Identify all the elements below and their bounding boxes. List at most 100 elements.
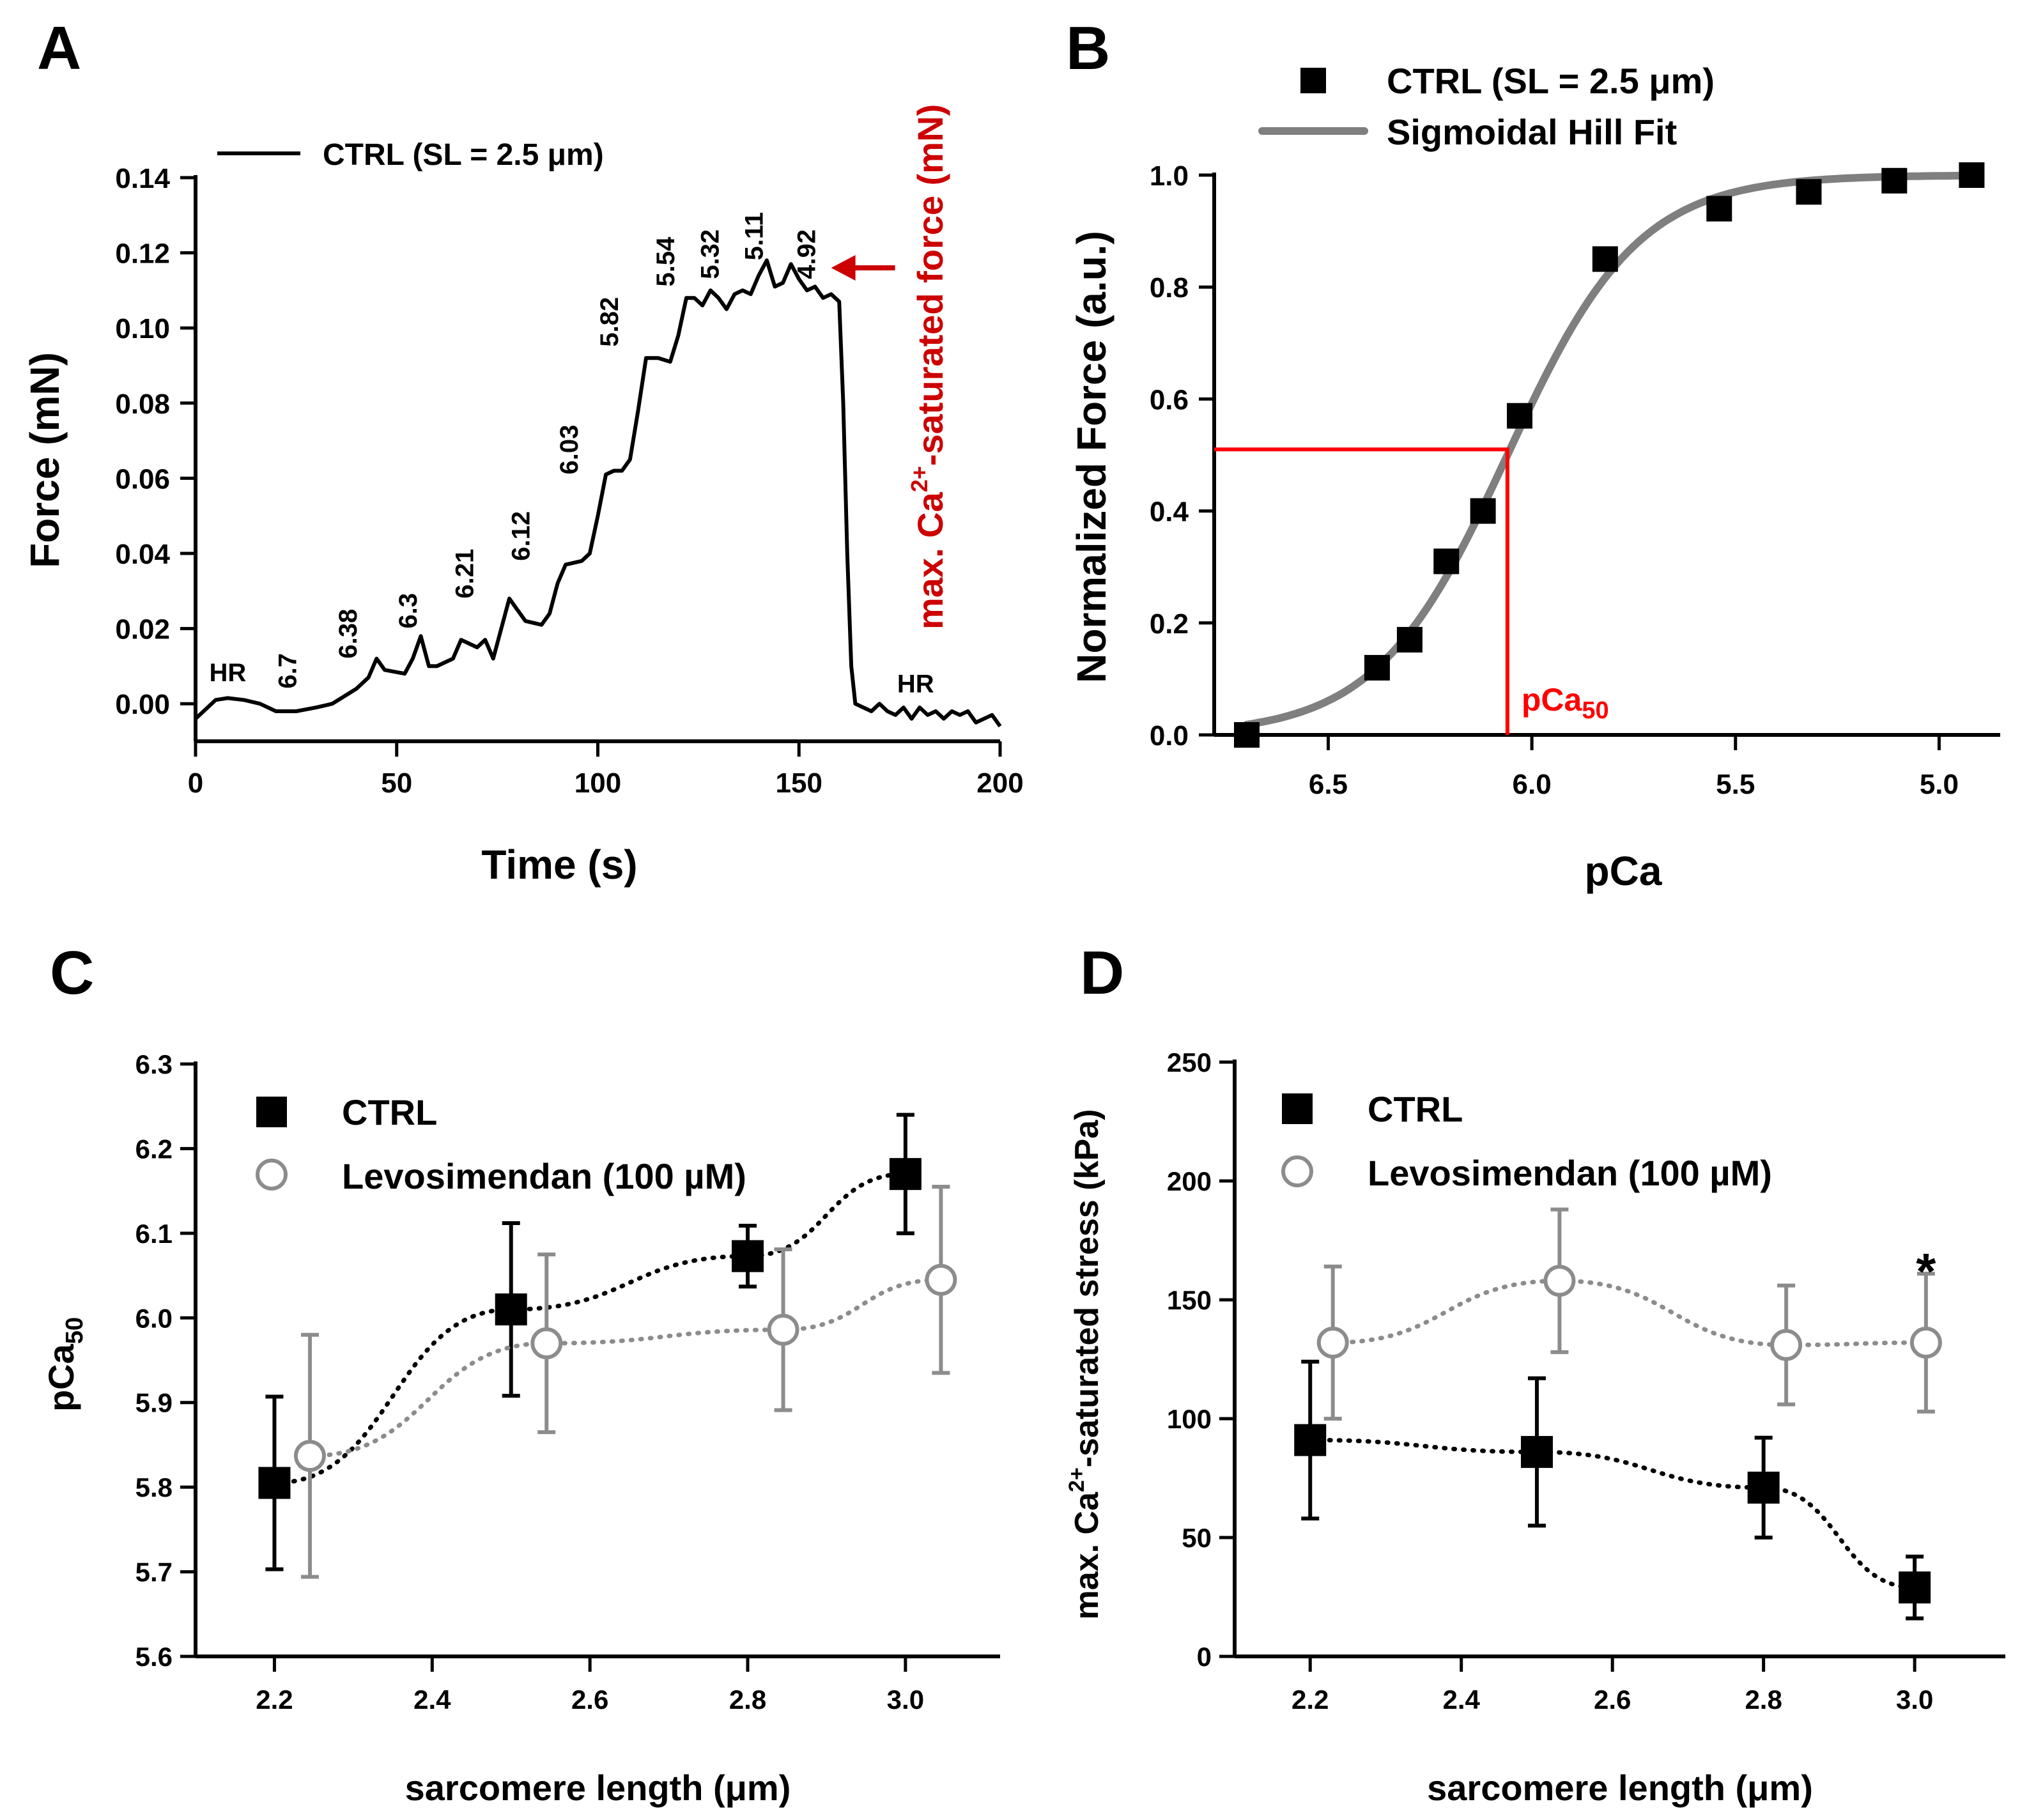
data-annotation: 5.54	[652, 236, 680, 287]
data-point-ctrl	[1520, 1436, 1553, 1469]
data-annotation: HR	[897, 670, 934, 698]
data-point-ctrl	[1294, 1424, 1327, 1456]
x-tick-label: 200	[976, 767, 1023, 799]
y-axis-title: Force (mN)	[22, 352, 68, 568]
y-tick-label: 5.9	[135, 1388, 173, 1418]
x-tick-label: 6.0	[1513, 769, 1552, 800]
x-tick-label: 2.8	[729, 1685, 766, 1715]
panel-b: B 0.0 0.2 0.4 0.6 0.8 1.0 6.5 6.0 5.5 5.0 pCa Normal…	[1066, 14, 2000, 894]
data-annotation: 5.82	[596, 297, 624, 347]
panel-c: C 5.6 5.7 5.8 5.9 6.0 6.1 6.2 6.3 2.2 2.4 2.6 2.8 3.0…	[41, 939, 1000, 1808]
legend-marker-levosimendan	[256, 1159, 288, 1191]
panel-label-d: D	[1080, 939, 1124, 1007]
data-point-levosimendan	[1909, 1326, 1942, 1359]
data-point-levosimendan	[1770, 1329, 1803, 1361]
panel-label-a: A	[37, 14, 81, 82]
legend-label-levosimendan: Levosimendan (100 µM)	[1368, 1153, 1772, 1193]
data-point-ctrl	[1747, 1471, 1780, 1504]
x-tick-label: 2.6	[1594, 1685, 1631, 1715]
x-tick-label: 5.5	[1716, 769, 1755, 800]
panel-d: D 0 50 100 150 200 250 2.2 2.4 2.6 2.8 3.0 sarcomere…	[1065, 939, 2005, 1808]
x-tick-label: 2.8	[1745, 1685, 1782, 1715]
y-tick-label: 0.6	[1150, 384, 1189, 415]
data-point-ctrl	[1706, 196, 1732, 222]
data-point-ctrl	[258, 1467, 291, 1499]
data-point-ctrl	[1899, 1571, 1931, 1604]
y-axis-title: Normalized Force (a.u.)	[1068, 231, 1114, 683]
legend-label-hill-fit: Sigmoidal Hill Fit	[1387, 112, 1677, 152]
data-point-ctrl	[1592, 246, 1618, 272]
data-point-ctrl	[1506, 403, 1532, 429]
series-line-ctrl	[1307, 1437, 1917, 1590]
data-point-ctrl	[1796, 179, 1822, 205]
y-axis-title-main: pCa	[41, 1343, 81, 1412]
data-point-levosimendan	[925, 1263, 957, 1296]
y-tick-label: 0.2	[1150, 608, 1189, 640]
significance-marker: *	[1916, 1243, 1936, 1300]
data-point-ctrl	[1433, 548, 1460, 575]
legend-label-ctrl: CTRL	[1368, 1089, 1463, 1129]
data-point-ctrl	[1233, 722, 1260, 748]
x-tick-label: 50	[381, 767, 412, 799]
x-tick-label: 2.4	[413, 1685, 451, 1715]
y-tick-label: 0.04	[115, 539, 170, 570]
y-tick-label: 100	[1167, 1404, 1212, 1434]
series-line-ctrl	[194, 258, 1002, 728]
data-point-ctrl	[1470, 498, 1496, 524]
data-annotation: 6.38	[334, 609, 362, 659]
panel-label-c: C	[50, 939, 94, 1007]
legend-marker-ctrl	[256, 1097, 287, 1127]
x-tick-label: 5.0	[1920, 769, 1959, 800]
x-tick-label: 2.2	[1292, 1685, 1329, 1715]
y-tick-label: 0.08	[115, 389, 170, 420]
y-tick-label: 150	[1167, 1285, 1212, 1315]
pca50-reference-lines	[1214, 447, 1509, 735]
arrow-head	[831, 255, 856, 281]
arrow-label-suffix: -saturated force (mN)	[910, 104, 950, 466]
x-tick-label: 2.4	[1443, 1685, 1481, 1715]
y-axis-title-suffix: -saturated stress (kPa)	[1068, 1109, 1106, 1468]
y-tick-label: 50	[1182, 1523, 1212, 1553]
data-point-ctrl	[732, 1240, 764, 1272]
pca50-label-sub: 50	[1582, 697, 1608, 724]
y-axis-title: max. Ca2+-saturated stress (kPa)	[1065, 1109, 1106, 1620]
pca50-label-main: pCa	[1522, 682, 1583, 718]
arrow-label-prefix: max. Ca	[910, 491, 950, 629]
legend-marker-ctrl	[1300, 68, 1326, 93]
y-tick-label: 0.14	[115, 163, 170, 194]
y-tick-label: 6.3	[135, 1049, 173, 1079]
data-point-ctrl	[1959, 162, 1985, 188]
data-annotation: 6.21	[451, 549, 479, 599]
data-point-levosimendan	[1316, 1326, 1349, 1359]
y-axis-title-sup: 2+	[1065, 1467, 1089, 1492]
y-tick-label: 6.0	[135, 1303, 173, 1333]
y-axis-title-sub: 50	[61, 1317, 88, 1344]
panel-a: A 0.00 0.02 0.04 0.06 0.08 0.10 0.12 0.14 0 50 100 1…	[22, 14, 1024, 888]
y-tick-label: 0.4	[1150, 497, 1189, 528]
x-tick-label: 0	[188, 767, 203, 799]
legend-marker-ctrl	[1282, 1093, 1313, 1124]
data-point-levosimendan	[1543, 1265, 1576, 1297]
y-tick-label: 250	[1167, 1047, 1212, 1077]
data-annotation: 4.92	[792, 229, 821, 279]
legend-marker-levosimendan	[1281, 1155, 1313, 1187]
legend-label-ctrl: CTRL (SL = 2.5 μm)	[323, 138, 604, 172]
y-tick-label: 200	[1167, 1166, 1212, 1196]
x-tick-label: 3.0	[887, 1685, 924, 1715]
data-point-levosimendan	[530, 1327, 563, 1360]
y-tick-label: 6.2	[135, 1134, 173, 1164]
y-tick-label: 0.12	[115, 238, 170, 270]
data-annotation: 5.32	[696, 229, 724, 279]
y-tick-label: 1.0	[1150, 160, 1189, 192]
series-line-levosimendan	[307, 1277, 943, 1458]
series-line-levosimendan	[1330, 1278, 1929, 1348]
x-axis-title: sarcomere length (μm)	[1427, 1768, 1813, 1808]
y-tick-label: 0.10	[115, 313, 170, 344]
y-tick-label: 5.6	[135, 1642, 173, 1672]
legend-label-ctrl: CTRL	[342, 1092, 437, 1132]
arrow-label-sup: 2+	[906, 466, 932, 492]
y-tick-label: 0	[1197, 1642, 1212, 1672]
x-tick-label: 3.0	[1896, 1685, 1933, 1715]
data-point-levosimendan	[767, 1313, 799, 1346]
x-axis-title: sarcomere length (μm)	[405, 1768, 791, 1808]
